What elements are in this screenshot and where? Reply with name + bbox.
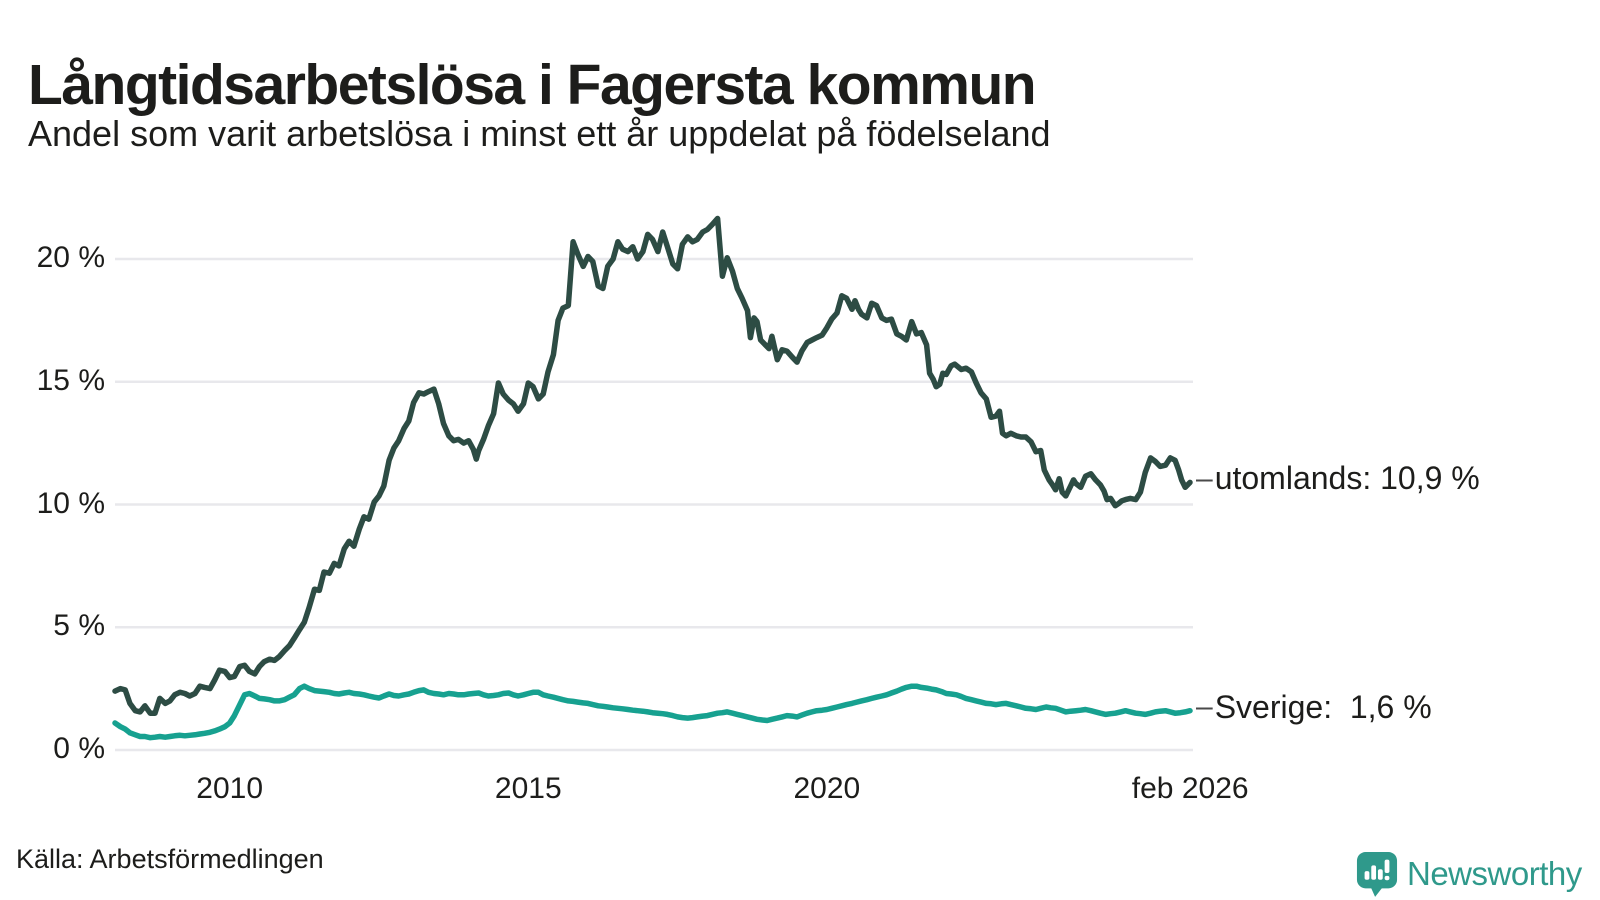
newsworthy-logo: Newsworthy bbox=[1356, 850, 1582, 898]
page-subtitle: Andel som varit arbetslösa i minst ett å… bbox=[28, 113, 1051, 154]
x-axis-tick-label: feb 2026 bbox=[1131, 772, 1249, 805]
y-axis-tick-label: 15 % bbox=[36, 363, 105, 397]
newsworthy-wordmark: Newsworthy bbox=[1407, 855, 1582, 892]
series-label-utomlands: – utomlands: 10,9 % bbox=[1196, 460, 1480, 497]
y-axis-tick-label: 20 % bbox=[36, 241, 105, 274]
source-text: Källa: Arbetsförmedlingen bbox=[16, 844, 324, 874]
label-connector-dash: – bbox=[1196, 461, 1213, 495]
series-line-sverige bbox=[112, 683, 1193, 741]
x-axis-tick-label: 2015 bbox=[494, 772, 562, 805]
series-line-utomlands bbox=[112, 215, 1193, 716]
newsworthy-icon bbox=[1356, 852, 1398, 897]
x-axis-tick-label: 2020 bbox=[793, 772, 861, 805]
x-axis-tick-label: 2010 bbox=[196, 772, 264, 805]
chart-svg bbox=[112, 215, 1193, 752]
series-label-sverige: – Sverige: 1,6 % bbox=[1196, 689, 1432, 726]
page-title: Långtidsarbetslösa i Fagersta kommun bbox=[28, 53, 1037, 118]
y-axis-tick-label: 10 % bbox=[36, 486, 105, 520]
series-label-utomlands-text: utomlands: 10,9 % bbox=[1214, 460, 1480, 497]
y-axis-tick-label: 0 % bbox=[53, 732, 105, 765]
y-axis-tick-label: 5 % bbox=[53, 609, 105, 643]
label-connector-dash: – bbox=[1196, 690, 1213, 724]
series-label-sverige-text: Sverige: 1,6 % bbox=[1214, 688, 1432, 725]
